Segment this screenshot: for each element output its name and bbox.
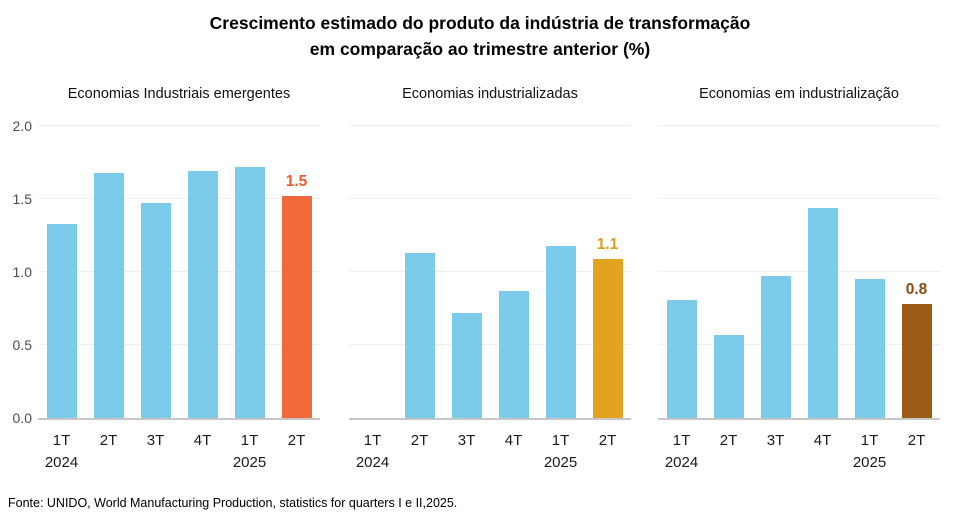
x-tick-label: 1T [551, 432, 570, 449]
bar-1t-2025 [854, 279, 885, 418]
x-tick-label: 2T [719, 432, 738, 449]
x-tick-label: 2T [598, 432, 617, 449]
bar-2t-2024 [93, 172, 124, 418]
chart-title-line2: em comparação ao trimestre anterior (%) [309, 39, 651, 59]
chart-title: Crescimento estimado do produto da indús… [0, 10, 960, 62]
year-label: 2024 [44, 454, 79, 471]
x-tick-label: 1T [860, 432, 879, 449]
x-tick-label: 3T [766, 432, 785, 449]
year-label: 2024 [664, 454, 699, 471]
x-tick-label: 4T [813, 432, 832, 449]
panel-title-emerging-industrial-economies: Economias Industriais emergentes [67, 86, 291, 102]
bar-1t-2024 [46, 223, 77, 418]
y-tick-label: 0.5 [12, 337, 32, 353]
year-label: 2024 [355, 454, 390, 471]
gridline [349, 125, 631, 126]
panel-title-industrialized-economies: Economias industrializadas [402, 86, 578, 102]
x-tick-label: 3T [146, 432, 165, 449]
bar-4t-2024 [498, 290, 529, 418]
gridline [658, 198, 940, 199]
gridline [349, 344, 631, 345]
y-tick-label: 2.0 [12, 118, 32, 134]
x-tick-label: 3T [457, 432, 476, 449]
gridline [658, 125, 940, 126]
x-tick-label: 1T [240, 432, 259, 449]
highlight-value-label: 1.5 [285, 173, 308, 191]
x-tick-label: 1T [363, 432, 382, 449]
gridline [38, 125, 320, 126]
panel-title-industrializing-economies: Economias em industrialização [699, 86, 899, 102]
highlight-value-label: 0.8 [905, 281, 928, 299]
x-tick-label: 2T [907, 432, 926, 449]
chart-title-line1: Crescimento estimado do produto da indús… [209, 13, 751, 33]
bar-2t-2025 [281, 196, 312, 418]
x-tick-label: 4T [193, 432, 212, 449]
plot-area-emerging-industrial-economies: 0.0 0.5 1.0 1.5 2.0 1T 2T 3T 4T 1T 1.5 2T 2024 2025 [13, 118, 320, 471]
bar-1t-2025 [545, 245, 576, 418]
bar-1t-2024 [666, 299, 697, 418]
bar-1t-2025 [234, 166, 265, 418]
bar-3t-2024 [140, 203, 171, 418]
x-tick-label: 2T [287, 432, 306, 449]
bar-4t-2024 [187, 171, 218, 418]
x-tick-label: 4T [504, 432, 523, 449]
y-tick-label: 1.5 [12, 191, 32, 207]
year-label: 2025 [543, 454, 578, 471]
gridline [349, 271, 631, 272]
gridline [38, 198, 320, 199]
x-tick-label: 1T [52, 432, 71, 449]
plot-area-industrialized-economies: 1T 2T 3T 4T 1T 1.1 2T 2024 2025 [349, 125, 631, 471]
bar-2t-2024 [404, 253, 435, 418]
gridline [349, 198, 631, 199]
x-tick-label: 2T [410, 432, 429, 449]
gridline [658, 344, 940, 345]
bar-3t-2024 [760, 276, 791, 418]
x-tick-label: 2T [99, 432, 118, 449]
bar-4t-2024 [807, 207, 838, 418]
year-label: 2025 [852, 454, 887, 471]
y-tick-label: 0.0 [12, 410, 32, 426]
y-tick-label: 1.0 [12, 264, 32, 280]
highlight-value-label: 1.1 [596, 235, 619, 253]
gridline [38, 344, 320, 345]
x-tick-label: 1T [672, 432, 691, 449]
bar-3t-2024 [451, 312, 482, 418]
bar-2t-2025 [901, 304, 932, 418]
gridline [658, 271, 940, 272]
bar-2t-2024 [713, 334, 744, 418]
plot-area-industrializing-economies: 1T 2T 3T 4T 1T 0.8 2T 2024 2025 [658, 125, 940, 471]
year-label: 2025 [232, 454, 267, 471]
gridline [38, 271, 320, 272]
source-note: Fonte: UNIDO, World Manufacturing Produc… [8, 496, 458, 510]
bar-2t-2025 [592, 258, 623, 418]
